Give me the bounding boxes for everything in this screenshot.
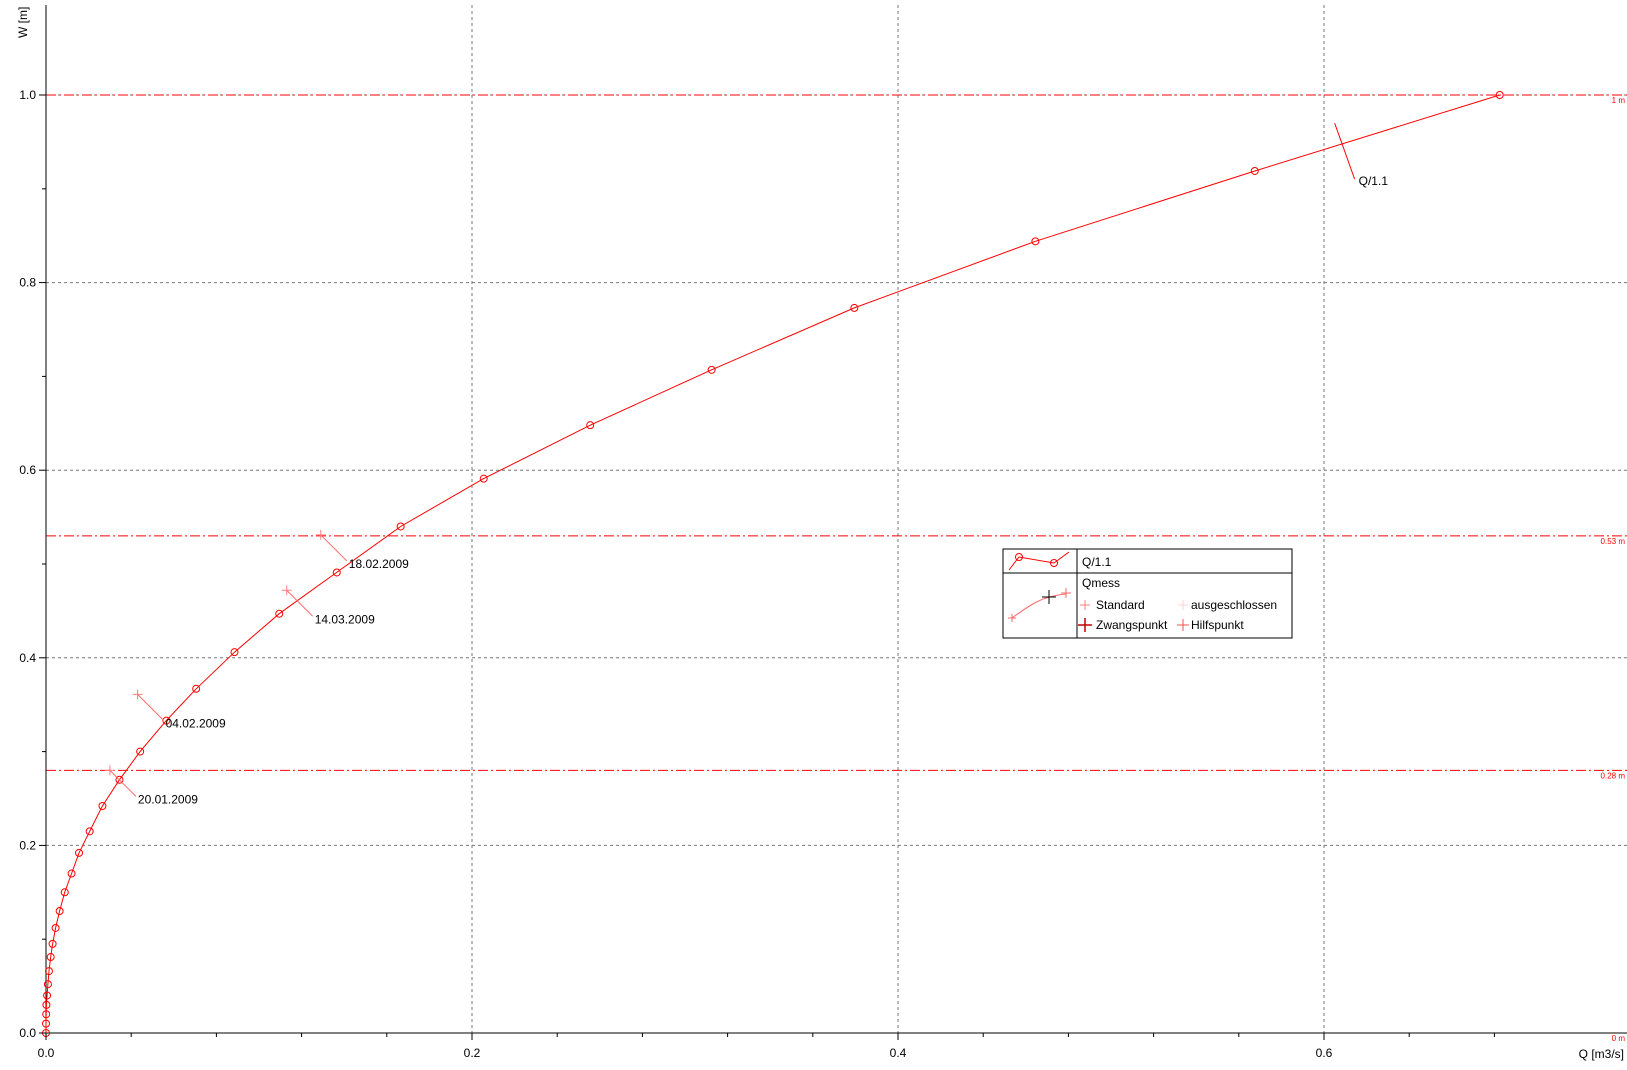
y-tick-label: 0.2: [19, 838, 36, 852]
axes: [45, 5, 1627, 1034]
curve-point: [230, 648, 239, 657]
legend-curve-symbol: [1008, 551, 1070, 571]
measurement-date-label: 04.02.2009: [166, 716, 226, 730]
legend-measure-symbol: [1008, 588, 1071, 622]
x-tick-label: 0.0: [38, 1046, 55, 1060]
y-tick-label: 1.0: [19, 88, 36, 102]
curve-point: [1495, 91, 1504, 99]
curve-point: [586, 421, 595, 430]
legend-label-zwangspunkt: Zwangspunkt: [1096, 618, 1168, 632]
reference-line-label: 0 m: [1612, 1034, 1626, 1043]
measurement-leader: [320, 534, 348, 562]
legend-label-ausgeschlossen: ausgeschlossen: [1191, 598, 1277, 612]
curve-point: [51, 923, 60, 932]
curve-point: [55, 907, 64, 916]
curve-point: [479, 474, 488, 483]
curve-point: [192, 684, 201, 693]
curve-point: [43, 980, 52, 989]
x-axis-label: Q [m3/s]: [1579, 1047, 1624, 1061]
y-tick-label: 0.4: [19, 651, 36, 665]
curve-point: [275, 609, 284, 618]
legend-label-curve: Q/1.1: [1082, 555, 1112, 569]
legend-plus-zwangspunkt: [1078, 618, 1092, 632]
curve-label-leader: [1334, 122, 1356, 180]
reference-lines: 1 m 0.53 m 0.28 m 0 m: [46, 94, 1627, 1043]
legend-label-group: Qmess: [1082, 576, 1120, 590]
curve-point: [98, 802, 107, 811]
reference-line-label: 0.53 m: [1601, 537, 1626, 546]
tick-labels: 0.0 0.2 0.4 0.6 0.0 0.2 0.4 0.6 0.8 1.0: [19, 88, 1495, 1060]
curve-point: [44, 967, 53, 976]
curve-point: [396, 522, 405, 531]
curve-point: [1250, 166, 1259, 175]
series-layer: [42, 91, 1504, 1037]
curve-point: [136, 747, 145, 756]
legend-plus-standard: [1080, 600, 1090, 610]
curve-point: [60, 888, 69, 897]
measurements-layer: Q/1.1 18.02.2009 14.03.2009 04.02.2009 20.01…: [104, 122, 1389, 806]
x-tick-label: 0.4: [890, 1046, 907, 1060]
legend-label-standard: Standard: [1096, 598, 1145, 612]
curve-point: [1031, 237, 1040, 246]
rating-curve-line: [45, 94, 1500, 1033]
curve-point: [115, 775, 124, 784]
legend-label-hilfspunkt: Hilfspunkt: [1191, 618, 1244, 632]
legend-box: [1002, 548, 1293, 639]
measurement-leader: [109, 770, 137, 797]
curve-label: Q/1.1: [1359, 174, 1389, 188]
y-tick-label: 0.6: [19, 463, 36, 477]
curve-point: [43, 991, 52, 1000]
measurement-date-label: 20.01.2009: [138, 792, 198, 806]
curve-point: [85, 827, 94, 836]
curve-point: [42, 1000, 51, 1009]
y-tick-label: 0.0: [19, 1026, 36, 1040]
curve-point: [75, 848, 84, 857]
measurement-leader: [286, 589, 314, 617]
y-tick-label: 0.8: [19, 276, 36, 290]
reference-line-label: 1 m: [1612, 96, 1626, 105]
curve-point: [48, 939, 57, 948]
legend-plus-hilfspunkt: [1177, 619, 1189, 631]
curve-point: [46, 953, 55, 962]
curve-point: [67, 869, 76, 878]
x-tick-label: 0.2: [464, 1046, 481, 1060]
measurement-date-label: 18.02.2009: [349, 557, 409, 571]
measurement-leader: [137, 694, 164, 721]
x-tick-label: 0.6: [1316, 1046, 1333, 1060]
curve-point: [850, 303, 859, 312]
curve-point: [42, 1010, 51, 1019]
curve-point: [162, 716, 171, 725]
curve-point: [707, 365, 716, 374]
legend-plus-ausgeschlossen: [1178, 600, 1188, 610]
legend: Q/1.1 Qmess Standard ausgeschlossen Zwan…: [1002, 548, 1293, 639]
measurement-date-label: 14.03.2009: [315, 612, 375, 626]
reference-line-label: 0.28 m: [1601, 771, 1626, 780]
y-axis-label: W [m]: [16, 7, 30, 38]
curve-point: [332, 568, 341, 577]
curve-point: [42, 1019, 50, 1028]
